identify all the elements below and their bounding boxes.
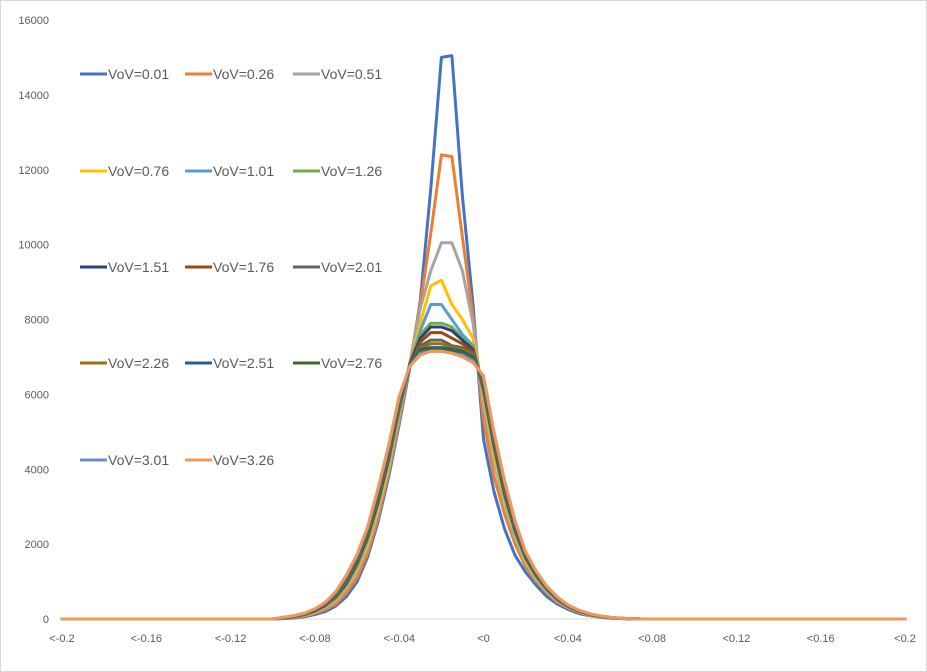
y-tick-label: 0 [43,614,49,626]
legend-label: VoV=3.01 [108,452,169,468]
legend-label: VoV=0.51 [321,66,382,82]
legend-label: VoV=2.01 [321,259,382,275]
series-line-vov-1-01 [60,303,907,621]
x-tick-label: <0.08 [638,633,666,645]
legend-label: VoV=1.76 [213,259,274,275]
legend-label: VoV=2.26 [108,355,169,371]
y-tick-label: 10000 [18,240,49,252]
x-tick-label: <0.16 [807,633,835,645]
x-tick-label: <-0.08 [299,633,331,645]
y-tick-label: 8000 [25,315,49,327]
x-tick-label: <0 [477,633,490,645]
y-axis-ticks: 0 2000 4000 6000 8000 10000 12000 14000 16000 [18,15,49,626]
legend-label: VoV=1.51 [108,259,169,275]
x-tick-label: <0.2 [894,633,916,645]
series-lines [60,54,907,621]
series-line-vov-2-51 [60,346,907,621]
legend-label: VoV=1.26 [321,163,382,179]
legend: VoV=0.01 VoV=0.26 VoV=0.51 VoV=0.76 VoV=1.01… [80,66,382,468]
series-line-vov-0-76 [60,278,907,621]
series-line-vov-3-26 [60,349,907,621]
legend-label: VoV=2.51 [213,355,274,371]
x-axis-ticks: <-0.2 <-0.16 <-0.12 <-0.08 <-0.04 <0 <0.04 <0.0… [49,633,916,645]
x-tick-label: <-0.04 [383,633,415,645]
legend-label: VoV=0.01 [108,66,169,82]
legend-label: VoV=1.01 [213,163,274,179]
x-tick-label: <0.04 [554,633,582,645]
y-tick-label: 6000 [25,389,49,401]
series-line-vov-1-51 [60,325,907,621]
legend-label: VoV=0.26 [213,66,274,82]
legend-label: VoV=3.26 [213,452,274,468]
y-tick-label: 16000 [18,15,49,27]
y-tick-label: 4000 [25,464,49,476]
x-tick-label: <-0.12 [215,633,247,645]
x-tick-label: <-0.2 [49,633,74,645]
legend-label: VoV=2.76 [321,355,382,371]
legend-label: VoV=0.76 [108,163,169,179]
y-tick-label: 14000 [18,90,49,102]
x-tick-label: <0.12 [722,633,750,645]
y-tick-label: 12000 [18,165,49,177]
y-tick-label: 2000 [25,539,49,551]
series-line-vov-1-26 [60,321,907,621]
x-tick-label: <-0.16 [131,633,163,645]
series-line-vov-0-01 [60,54,907,621]
